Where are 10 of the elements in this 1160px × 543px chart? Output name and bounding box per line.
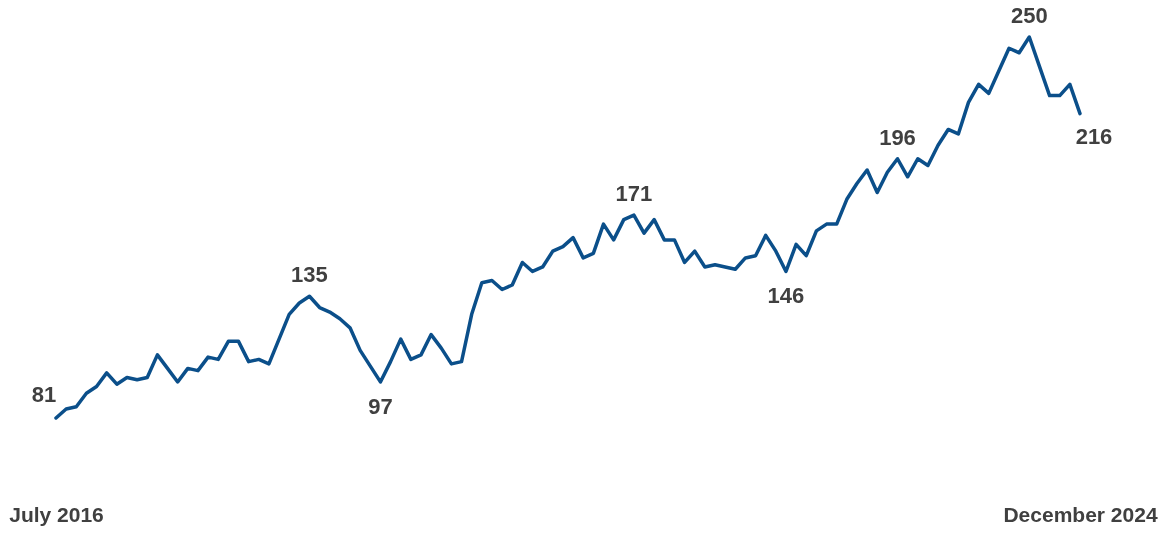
data-label: 250: [1010, 3, 1048, 28]
data-label: 146: [767, 283, 805, 309]
data-label: 135: [291, 262, 328, 288]
x-tick-label: July 2016: [9, 503, 104, 526]
data-label: 81: [31, 382, 57, 407]
data-label: 97: [368, 393, 393, 419]
data-label: 216: [1075, 123, 1113, 149]
data-label: 196: [879, 124, 916, 150]
x-tick-label: December 2024: [1003, 503, 1158, 526]
data-label: 171: [615, 181, 653, 207]
